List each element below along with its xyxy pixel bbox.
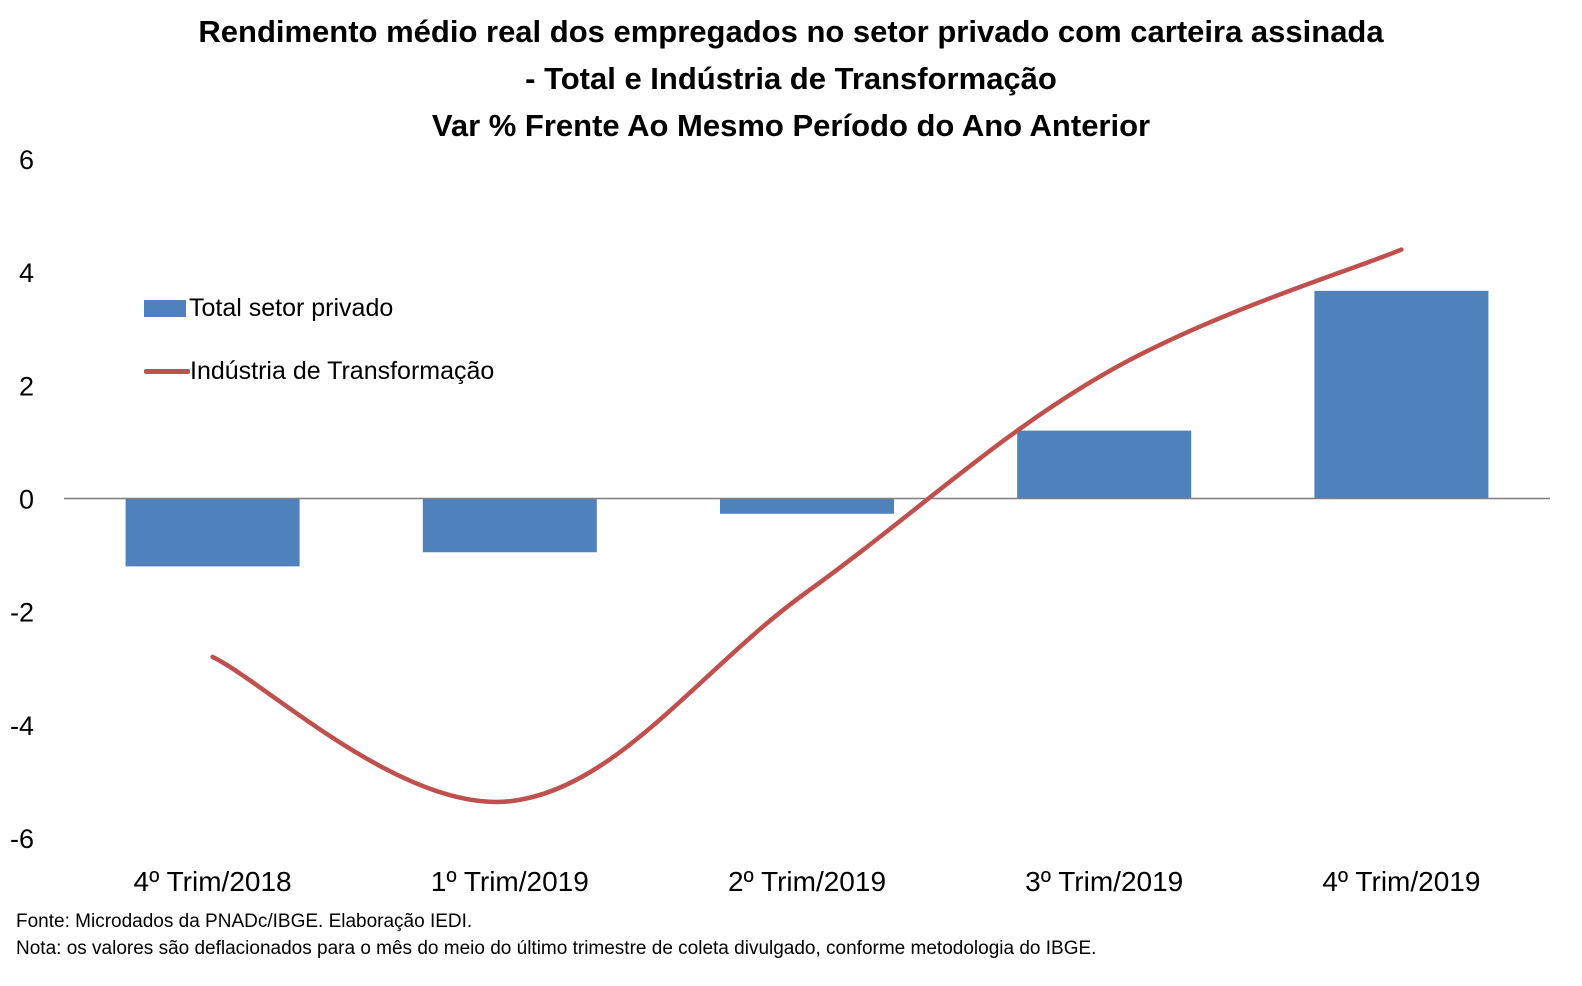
- legend-item-industria: Indústria de Transformação: [144, 351, 494, 391]
- footnotes: Fonte: Microdados da PNADc/IBGE. Elabora…: [16, 908, 1096, 962]
- y-tick-label: 0: [19, 485, 34, 515]
- x-category-label: 2º Trim/2019: [728, 866, 886, 897]
- title-line-1: Rendimento médio real dos empregados no …: [198, 14, 1384, 49]
- bar-total-setor-privado: [1017, 430, 1192, 499]
- legend-item-total: Total setor privado: [144, 288, 494, 328]
- bar-total-setor-privado: [1314, 290, 1489, 499]
- bar-total-setor-privado: [422, 498, 597, 553]
- legend-label-industria: Indústria de Transformação: [190, 356, 495, 385]
- x-category-label: 4º Trim/2019: [1322, 866, 1480, 897]
- chart-title: Rendimento médio real dos empregados no …: [0, 8, 1582, 149]
- legend-swatch-bar: [144, 299, 186, 317]
- y-tick-label: -2: [10, 598, 34, 628]
- y-tick-label: 6: [19, 145, 34, 175]
- y-tick-label: 4: [19, 258, 34, 288]
- x-category-label: 3º Trim/2019: [1025, 866, 1183, 897]
- bar-total-setor-privado: [125, 498, 300, 567]
- title-line-3: Var % Frente Ao Mesmo Período do Ano Ant…: [431, 108, 1151, 143]
- x-category-label: 4º Trim/2018: [134, 866, 292, 897]
- legend-label-total: Total setor privado: [189, 293, 394, 322]
- method-note: Nota: os valores são deflacionados para …: [16, 938, 1097, 959]
- legend: Total setor privado Indústria de Transfo…: [144, 288, 494, 414]
- legend-swatch-line: [144, 368, 190, 374]
- bar-total-setor-privado: [720, 498, 894, 514]
- x-category-label: 1º Trim/2019: [431, 866, 589, 897]
- title-line-2: - Total e Indústria de Transformação: [525, 61, 1057, 96]
- source-note: Fonte: Microdados da PNADc/IBGE. Elabora…: [16, 911, 473, 932]
- y-tick-label: -6: [10, 824, 34, 854]
- y-tick-label: 2: [19, 371, 34, 401]
- line-industria-transformacao: [210, 247, 1404, 805]
- y-tick-label: -4: [10, 711, 34, 741]
